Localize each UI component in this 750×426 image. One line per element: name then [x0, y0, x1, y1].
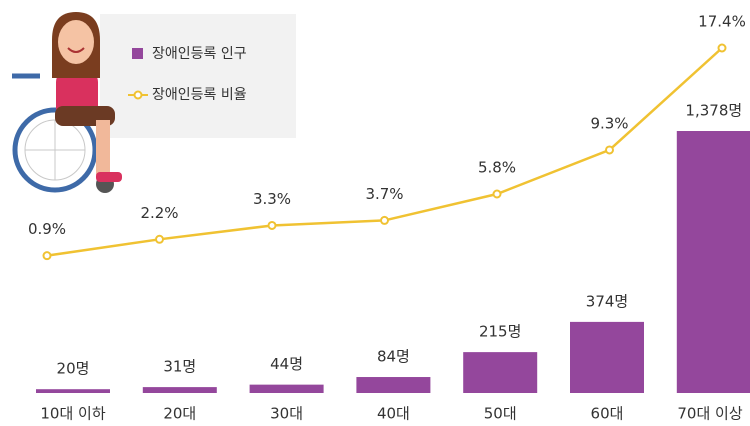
legend-label: 장애인등록 인구 [152, 46, 247, 62]
bar-value-label: 374명 [586, 292, 628, 310]
bar [36, 389, 110, 393]
line-value-label: 2.2% [140, 204, 178, 222]
bar-value-label: 1,378명 [685, 102, 742, 120]
legend-label: 장애인등록 비율 [152, 87, 247, 103]
bar-value-label: 84명 [377, 348, 410, 366]
x-tick-label: 70대 이상 [677, 405, 742, 423]
x-tick-label: 10대 이하 [40, 405, 105, 423]
bar [570, 322, 644, 393]
bar [143, 387, 217, 393]
bar-value-label: 44명 [270, 355, 303, 373]
line-point [44, 252, 51, 259]
x-tick-label: 30대 [270, 405, 303, 423]
bar [356, 377, 430, 393]
line-point [494, 191, 501, 198]
bar [677, 131, 750, 393]
line-point [719, 45, 726, 52]
line-value-label: 0.9% [28, 220, 66, 238]
bar [250, 385, 324, 393]
line-value-label: 9.3% [590, 114, 628, 132]
x-tick-label: 60대 [591, 405, 624, 423]
line-value-label: 3.3% [253, 190, 291, 208]
line-point [156, 236, 163, 243]
line-point [606, 146, 613, 153]
line-point [381, 217, 388, 224]
bar-value-label: 31명 [163, 358, 196, 376]
line-point [269, 222, 276, 229]
bar-value-label: 215명 [479, 323, 521, 341]
bar-value-label: 20명 [57, 360, 90, 378]
x-tick-label: 20대 [163, 405, 196, 423]
line-value-label: 17.4% [698, 13, 746, 31]
line-value-label: 5.8% [478, 159, 516, 177]
legend-swatch [135, 92, 142, 99]
x-tick-label: 40대 [377, 405, 410, 423]
line-value-label: 3.7% [365, 185, 403, 203]
bar [463, 352, 537, 393]
x-tick-label: 50대 [484, 405, 517, 423]
chart: 장애인등록 인구 장애인등록 비율 20명 31명 44명 84명 215명 374명 1,… [0, 0, 750, 426]
legend-box [100, 14, 296, 138]
legend-swatch [132, 48, 143, 59]
